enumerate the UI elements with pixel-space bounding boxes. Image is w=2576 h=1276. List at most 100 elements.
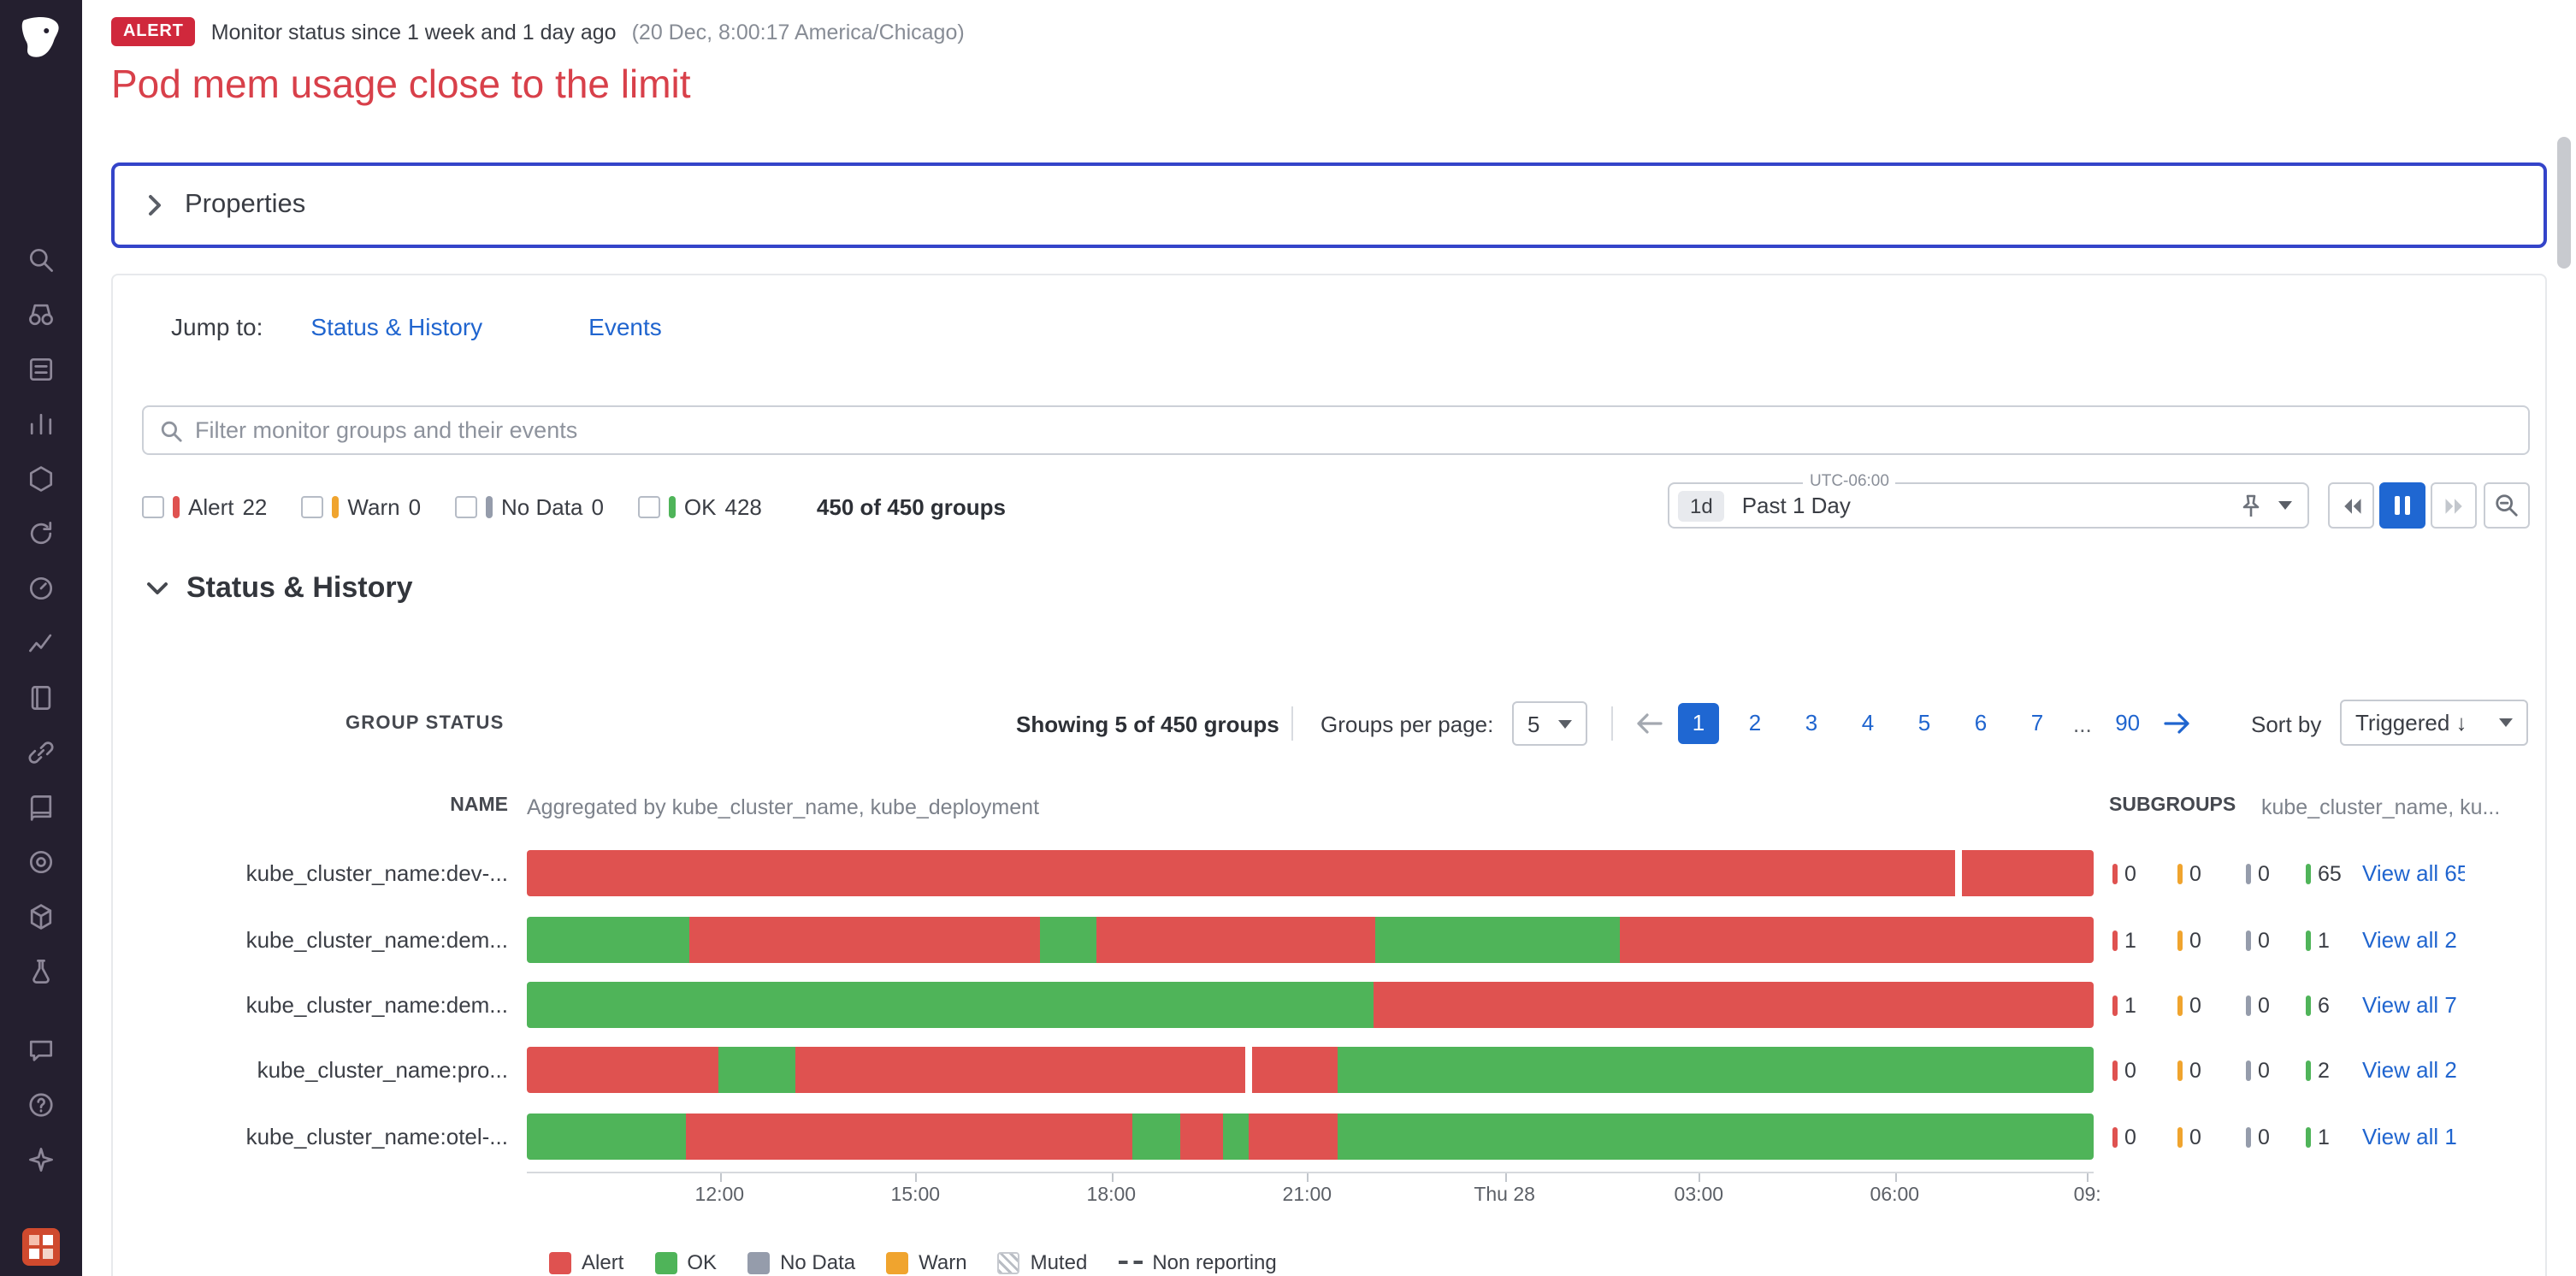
status-timeline-bar[interactable] [527, 1114, 2094, 1160]
table-row: kube_cluster_name:pro... 0 0 0 2 View all 2 [113, 1047, 2549, 1093]
filter-warn[interactable]: Warn 0 [301, 493, 421, 519]
group-name[interactable]: kube_cluster_name:dem... [245, 992, 508, 1018]
jump-link-status-history[interactable]: Status & History [310, 313, 483, 340]
color-swatch-icon [654, 1251, 677, 1273]
status-timeline-bar[interactable] [527, 982, 2094, 1028]
axis-tick [1111, 1173, 1114, 1182]
events-list-icon[interactable] [24, 352, 58, 385]
jump-link-events[interactable]: Events [588, 313, 662, 340]
security-cube-icon[interactable] [24, 900, 58, 932]
time-range-selector[interactable]: UTC-06:00 1d Past 1 Day [1668, 472, 2309, 529]
count-value: 1 [2124, 993, 2136, 1017]
pin-icon[interactable] [2241, 493, 2261, 517]
properties-expander[interactable]: Properties [111, 162, 2547, 248]
time-range-chip[interactable]: 1d [1678, 490, 1725, 521]
filter-count: 0 [591, 493, 604, 519]
count-value: 0 [2258, 861, 2270, 885]
status-history-expander[interactable]: Status & History [145, 571, 413, 606]
prev-page-arrow[interactable] [1635, 712, 1663, 735]
checkbox[interactable] [142, 495, 164, 517]
whats-new-sparkle-icon[interactable] [24, 1143, 58, 1175]
checkbox[interactable] [455, 495, 478, 517]
watchdog-icon[interactable] [24, 517, 58, 549]
group-name[interactable]: kube_cluster_name:dev-... [245, 860, 508, 886]
notebooks-icon[interactable] [24, 681, 58, 713]
group-name[interactable]: kube_cluster_name:otel-... [245, 1124, 508, 1149]
status-pill [2112, 1060, 2118, 1080]
page-3[interactable]: 3 [1805, 710, 1818, 735]
filter-no_data[interactable]: No Data 0 [455, 493, 604, 519]
bar-segment-ok [527, 982, 1374, 1028]
monitor-status-timestamp: (20 Dec, 8:00:17 America/Chicago) [631, 20, 965, 44]
help-icon[interactable] [24, 1088, 58, 1120]
subgroup-count-alert: 0 [2112, 1047, 2136, 1093]
sort-value: Triggered ↓ [2355, 710, 2467, 735]
color-swatch-icon [549, 1251, 571, 1273]
table-row: kube_cluster_name:dem... 1 0 0 1 View all 2 [113, 917, 2549, 963]
page-6[interactable]: 6 [1974, 710, 1988, 735]
infrastructure-icon[interactable] [24, 462, 58, 494]
view-all-link[interactable]: View all 1 [2362, 1124, 2457, 1149]
next-page-arrow[interactable] [2164, 712, 2191, 735]
bar-segment-gap [1244, 1047, 1253, 1093]
status-timeline-bar[interactable] [527, 1047, 2094, 1093]
filter-input[interactable] [195, 417, 2513, 443]
integrations-link-icon[interactable] [24, 735, 58, 768]
group-name[interactable]: kube_cluster_name:pro... [257, 1057, 508, 1083]
pause-button[interactable] [2379, 482, 2425, 529]
page-90[interactable]: 90 [2115, 710, 2141, 735]
color-swatch-icon [886, 1251, 909, 1273]
per-page-select[interactable]: 5 [1512, 701, 1587, 746]
checkbox[interactable] [637, 495, 660, 517]
chart-legend: Alert OK No Data Warn Muted Non reporting [549, 1250, 1277, 1274]
datadog-logo-icon[interactable] [15, 14, 67, 65]
page-2[interactable]: 2 [1748, 710, 1762, 735]
zoom-out-button[interactable] [2484, 482, 2530, 529]
view-all-link[interactable]: View all 7 [2362, 992, 2457, 1018]
subgroup-count-no_data: 0 [2246, 1047, 2270, 1093]
sort-select[interactable]: Triggered ↓ [2340, 700, 2528, 746]
status-pill [2177, 1126, 2183, 1147]
page-1[interactable]: 1 [1678, 703, 1719, 744]
monitors-binoculars-icon[interactable] [24, 298, 58, 330]
view-all-link[interactable]: View all 2 [2362, 1057, 2457, 1083]
checkbox[interactable] [301, 495, 324, 517]
bar-segment-ok [718, 1047, 795, 1093]
filter-label: No Data [501, 493, 583, 519]
view-all-link[interactable]: View all 65 [2362, 860, 2465, 886]
dashboards-chart-icon[interactable] [24, 407, 58, 440]
count-value: 0 [2258, 993, 2270, 1017]
ci-circles-icon[interactable] [24, 845, 58, 877]
group-filter-search [142, 405, 2530, 455]
forward-button[interactable] [2431, 482, 2477, 529]
axis-tick [915, 1173, 918, 1182]
bar-segment-alert [1962, 850, 2094, 896]
chat-icon[interactable] [24, 1033, 58, 1066]
bar-segment-alert [795, 1047, 1245, 1093]
apm-gauge-icon[interactable] [24, 571, 58, 604]
group-name[interactable]: kube_cluster_name:dem... [245, 927, 508, 953]
search-icon[interactable] [24, 243, 58, 275]
filter-alert[interactable]: Alert 22 [142, 493, 267, 519]
view-all-link[interactable]: View all 2 [2362, 927, 2457, 953]
bar-segment-ok [1039, 917, 1097, 963]
rewind-button[interactable] [2328, 482, 2374, 529]
metrics-line-icon[interactable] [24, 626, 58, 659]
logs-book-icon[interactable] [24, 790, 58, 823]
bar-segment-alert [1620, 917, 2094, 963]
dashed-line-icon [1118, 1261, 1143, 1264]
filter-ok[interactable]: OK 428 [637, 493, 762, 519]
subgroup-count-ok: 6 [2306, 982, 2330, 1028]
synthetics-flask-icon[interactable] [24, 954, 58, 987]
count-value: 0 [2189, 993, 2201, 1017]
bar-segment-alert [1179, 1114, 1223, 1160]
status-timeline-bar[interactable] [527, 850, 2094, 896]
page-7[interactable]: 7 [2030, 710, 2044, 735]
bar-segment-alert [1373, 982, 2094, 1028]
status-timeline-bar[interactable] [527, 917, 2094, 963]
count-value: 0 [2189, 1058, 2201, 1082]
page-4[interactable]: 4 [1861, 710, 1875, 735]
page-5[interactable]: 5 [1917, 710, 1931, 735]
trial-app-icon[interactable] [22, 1228, 60, 1266]
vertical-scrollbar-thumb[interactable] [2557, 137, 2571, 269]
